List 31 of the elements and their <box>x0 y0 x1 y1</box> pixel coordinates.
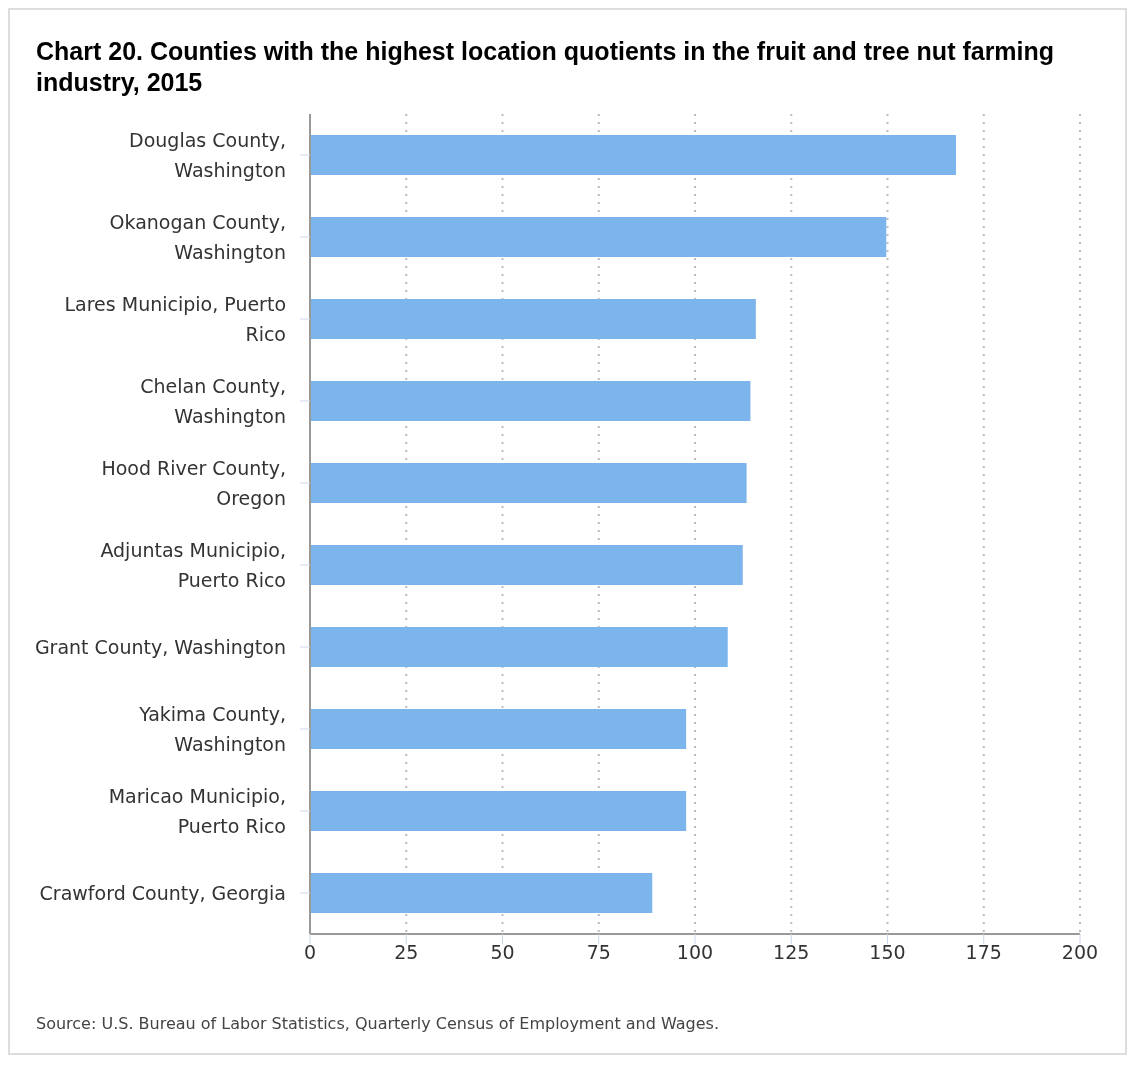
x-tick-label: 75 <box>586 941 611 964</box>
bar <box>310 791 687 831</box>
y-tick-label: Okanogan County, Washington <box>109 210 286 263</box>
y-tick-label: Hood River County, Oregon <box>101 456 286 509</box>
bar <box>310 873 653 913</box>
y-tick-label: Grant County, Washington <box>34 635 286 658</box>
x-tick-label: 0 <box>303 941 317 964</box>
x-tick-label: 50 <box>490 941 515 964</box>
bar <box>310 299 756 339</box>
bar <box>310 463 747 503</box>
x-tick-label: 150 <box>869 941 906 964</box>
chart-title: Chart 20. Counties with the highest location quotients in the fruit and tree nut farming industry, 2015 <box>35 36 1056 98</box>
bar <box>310 545 743 585</box>
y-tick-label: Adjuntas Municipio, Puerto Rico <box>100 538 286 591</box>
y-tick-label: Douglas County, Washington <box>129 128 286 181</box>
bar <box>310 627 728 667</box>
bar <box>310 217 887 257</box>
x-tick-label: 100 <box>676 941 714 964</box>
bar <box>310 709 687 749</box>
y-tick-label: Lares Municipio, Puerto Rico <box>64 292 286 345</box>
y-tick-label: Maricao Municipio, Puerto Rico <box>108 784 286 837</box>
y-tick-label: Yakima County, Washington <box>138 702 286 755</box>
bar <box>310 135 957 175</box>
bar <box>310 381 751 421</box>
x-tick-label: 125 <box>773 941 810 964</box>
x-tick-label: 175 <box>965 941 1002 964</box>
y-tick-label: Crawford County, Georgia <box>39 881 286 904</box>
y-tick-label: Chelan County, Washington <box>140 374 286 427</box>
x-tick-label: 200 <box>1061 941 1099 964</box>
source-note: Source: U.S. Bureau of Labor Statistics, Quarterly Census of Employment and Wages. <box>35 1013 720 1035</box>
x-tick-label: 25 <box>394 941 419 964</box>
